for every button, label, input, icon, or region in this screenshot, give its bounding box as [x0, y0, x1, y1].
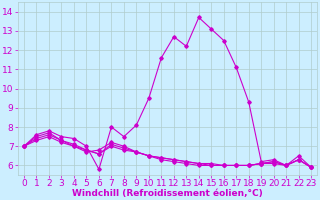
X-axis label: Windchill (Refroidissement éolien,°C): Windchill (Refroidissement éolien,°C)	[72, 189, 263, 198]
